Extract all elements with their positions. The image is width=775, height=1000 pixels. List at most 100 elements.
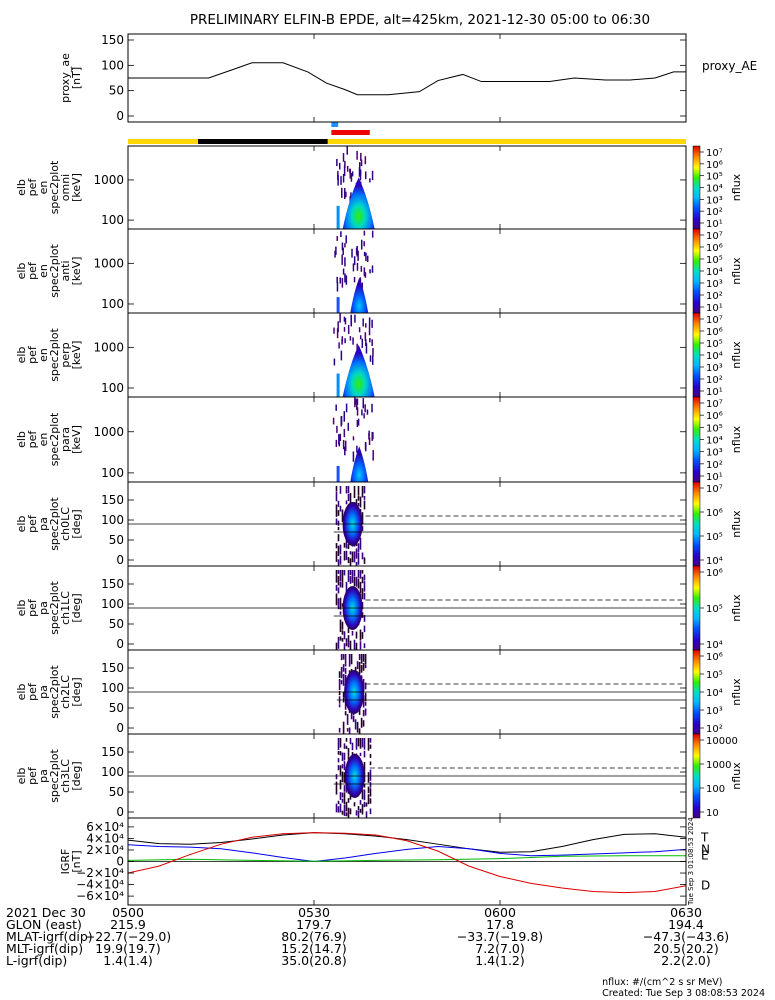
colorbar-tick-label: 10⁴ xyxy=(706,688,723,699)
ylabel-line: para xyxy=(59,427,72,452)
footer-row: MLAT-igrf(dip) −22.7(−29.0) 80.2(76.9) −33.… xyxy=(0,930,775,944)
footer-row-label: 2021 Dec 30 xyxy=(6,905,86,920)
footer-value: 0530 xyxy=(298,905,330,920)
panel-data xyxy=(128,62,686,96)
ylabel-line: ch3LC xyxy=(59,759,72,793)
side-stamp: Tue Sep 3 01:08:53 2024 xyxy=(687,817,695,906)
colorbar-tick-label: 10⁶ xyxy=(706,508,723,519)
colorbar xyxy=(692,481,701,567)
footer-value: 35.0(20.8) xyxy=(281,953,347,968)
flux-cone xyxy=(350,446,369,482)
colorbar-tick-label: 10² xyxy=(706,207,723,218)
flux-streak xyxy=(336,373,340,397)
ylabel-line: elb xyxy=(15,431,28,448)
plot-panels: 050100150proxy_AEproxy_ae[nT]100100010¹1… xyxy=(15,33,757,906)
ylabel-line: spec2plot xyxy=(48,244,61,298)
y-tick-label: −2×10⁴ xyxy=(76,866,124,880)
footer-value: 179.7 xyxy=(296,917,332,932)
ylabel-line: pa xyxy=(37,517,50,531)
y-tick-label: 100 xyxy=(101,765,124,779)
colorbar-tick-label: 10⁵ xyxy=(706,532,723,543)
colorbar-tick-label: 10⁷ xyxy=(706,315,723,326)
panel-data xyxy=(332,397,374,482)
ylabel-line: [deg] xyxy=(70,593,83,622)
ylabel-line: pef xyxy=(26,598,39,617)
panel-6: 0 50 100 150 10⁴ 10⁵ 10⁶ nflux elbpefpaspec2plot… xyxy=(15,565,743,651)
ylabel-line: pef xyxy=(26,430,39,449)
footer-value: 194.4 xyxy=(668,917,704,932)
ylabel-line: elb xyxy=(15,263,28,280)
ylabel-line: spec2plot xyxy=(48,160,61,214)
colorbar-tick-label: 10⁶ xyxy=(706,327,723,338)
colorbar-tick-label: 10³ xyxy=(706,195,723,206)
colorbar-label: nflux xyxy=(730,257,743,285)
colorbar-tick-label: 1000 xyxy=(706,760,731,771)
ylabel-line: pef xyxy=(26,261,39,280)
panel-frame xyxy=(127,145,687,230)
footer-value: 0630 xyxy=(670,905,702,920)
colorbar-tick-label: 10 xyxy=(706,808,719,819)
colorbar-tick-label: 10⁵ xyxy=(706,172,723,183)
panel-7: 0 50 100 150 10² 10³ 10⁴ 10⁵ 10⁶ nflux elbpefpaspe… xyxy=(15,649,743,735)
ylabel-line: en xyxy=(37,264,50,278)
ylabel-line: ch2LC xyxy=(59,675,72,709)
ylabel-line: pa xyxy=(37,601,50,615)
footer-value: 19.9(19.7) xyxy=(95,941,161,956)
colorbar-label: nflux xyxy=(730,594,743,622)
colorbar-tick-label: 10⁴ xyxy=(706,640,723,651)
colorbar-tick-label: 10⁴ xyxy=(706,184,723,195)
footer-row-label: MLAT-igrf(dip) xyxy=(6,929,93,944)
panel-frame xyxy=(127,312,687,398)
footer-row-label: L-igrf(dip) xyxy=(6,953,68,968)
ylabel-line: elb xyxy=(15,600,28,617)
ylabel-line: pef xyxy=(26,178,39,197)
colorbar-tick-label: 10¹ xyxy=(706,387,723,398)
series-label-D: D xyxy=(701,879,710,893)
y-tick-label: 150 xyxy=(101,745,124,759)
units-note: nflux: #/(cm^2 s sr MeV) xyxy=(602,977,723,988)
footer-row: MLT-igrf(dip) 19.9(19.7) 15.2(14.7) 7.2(7.0… xyxy=(0,942,775,956)
ylabel-line: elb xyxy=(15,516,28,533)
footer-row-label: GLON (east) xyxy=(6,917,82,932)
colorbar-tick-label: 10⁵ xyxy=(706,604,723,615)
colorbar xyxy=(692,396,701,483)
ylabel-line: elb xyxy=(15,347,28,364)
ylabel-line: [nT] xyxy=(70,67,83,89)
flux-cone xyxy=(342,177,375,229)
colorbar-tick-label: 10¹ xyxy=(706,219,723,230)
y-tick-label: 150 xyxy=(101,493,124,507)
y-tick-label: 0 xyxy=(116,553,124,567)
y-tick-label: 100 xyxy=(101,213,124,227)
status-bars xyxy=(128,122,686,144)
footer-value: −33.7(−19.8) xyxy=(456,929,544,944)
colorbar-tick-label: 10⁵ xyxy=(706,670,723,681)
ylabel-line: spec2plot xyxy=(48,328,61,382)
ylabel-line: omni xyxy=(59,174,72,201)
ylabel-line: [keV] xyxy=(70,341,83,370)
y-tick-label: 4×10⁴ xyxy=(86,831,124,845)
colorbar xyxy=(692,145,701,230)
colorbar-label: nflux xyxy=(730,425,743,453)
y-tick-label: 2×10⁴ xyxy=(86,843,124,857)
ylabel-line: pef xyxy=(26,514,39,533)
colorbar-tick-label: 10³ xyxy=(706,363,723,374)
y-tick-label: 0 xyxy=(116,109,124,123)
ylabel-line: en xyxy=(37,181,50,195)
ylabel-line: [nT] xyxy=(70,850,83,872)
y-tick-label: 100 xyxy=(101,297,124,311)
footer-value: −22.7(−29.0) xyxy=(84,929,172,944)
y-tick-label: 50 xyxy=(109,84,124,98)
colorbar xyxy=(692,733,701,819)
ylabel-line: proxy_ae xyxy=(59,53,72,103)
ylabel-line: elb xyxy=(15,179,28,196)
y-tick-label: 0 xyxy=(116,721,124,735)
footer-value: 80.2(76.9) xyxy=(281,929,347,944)
footer-value: 1.4(1.2) xyxy=(475,953,525,968)
colorbar-label: nflux xyxy=(730,341,743,369)
colorbar-tick-label: 10⁵ xyxy=(706,339,723,350)
ylabel-line: spec2plot xyxy=(48,412,61,466)
colorbar-label: nflux xyxy=(730,678,743,706)
